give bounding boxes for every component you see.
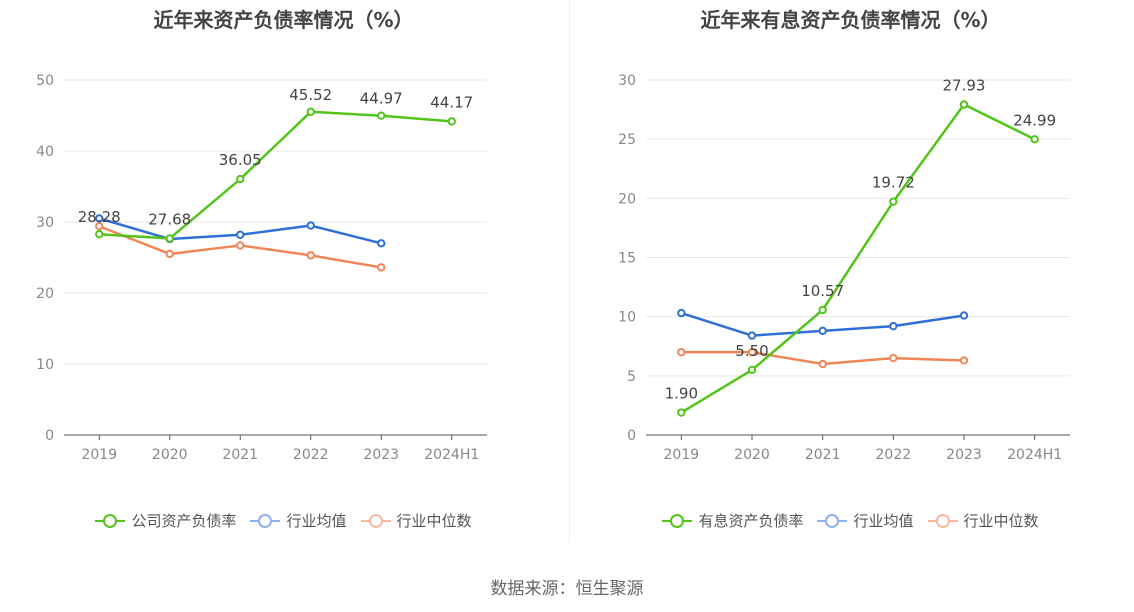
legend-marker-icon [927, 513, 958, 529]
series-line-0 [680, 103, 1036, 414]
data-label: 5.50 [735, 342, 768, 360]
legend-marker-icon [360, 513, 391, 529]
series-line-0 [99, 110, 452, 240]
legend-marker-icon [817, 513, 848, 529]
data-point [236, 174, 245, 184]
data-label: 28.28 [78, 208, 121, 226]
data-point [747, 347, 757, 357]
legend-label: 行业均值 [286, 512, 347, 530]
data-point [959, 356, 969, 365]
y-tick-label: 40 [36, 144, 54, 160]
data-label: 44.97 [360, 90, 403, 108]
y-tick-label: 15 [618, 251, 636, 267]
legend-item[interactable]: 有息资产负债率 [662, 510, 803, 531]
x-tick-label: 2024H1 [1007, 447, 1062, 463]
legend-marker-icon [662, 513, 693, 529]
y-tick-label: 5 [627, 369, 636, 385]
data-point [889, 321, 898, 331]
data-point [747, 365, 757, 375]
data-point [818, 359, 827, 369]
legend-label: 行业均值 [853, 512, 914, 530]
data-point [377, 263, 386, 272]
x-tick-label: 2021 [805, 447, 841, 463]
legend-label: 行业中位数 [396, 512, 472, 530]
x-tick-label: 2019 [664, 447, 700, 463]
legend-marker-icon [250, 513, 281, 529]
data-point [165, 249, 174, 259]
legend-left: 公司资产负债率 行业均值 行业中位数 [0, 510, 567, 531]
data-point [1030, 135, 1039, 144]
y-tick-label: 20 [36, 286, 54, 302]
data-label: 27.68 [148, 210, 191, 228]
data-label: 10.57 [801, 282, 844, 300]
legend-item[interactable]: 行业均值 [817, 510, 914, 531]
x-tick-label: 2023 [946, 447, 982, 463]
data-point [377, 239, 386, 248]
x-tick-label: 2021 [222, 447, 258, 463]
y-tick-label: 10 [36, 357, 54, 373]
y-tick-label: 20 [618, 191, 636, 207]
chart-title-left: 近年来资产负债率情况（%） [153, 8, 414, 32]
data-point [889, 353, 898, 363]
data-point [447, 117, 456, 126]
data-point [95, 230, 104, 239]
data-point [959, 311, 969, 320]
data-label: 45.52 [289, 86, 332, 104]
data-label: 44.17 [430, 93, 473, 111]
data-point [306, 251, 315, 260]
y-tick-label: 50 [36, 73, 54, 89]
legend-item[interactable]: 行业中位数 [360, 510, 472, 531]
data-label: 27.93 [943, 76, 986, 94]
x-tick-label: 2020 [734, 447, 770, 463]
data-point [236, 241, 245, 250]
chart-left: 近年来资产负债率情况（%） 0 10 20 30 40 50 2019 2020 2021 202… [0, 0, 567, 560]
legend-label: 行业中位数 [963, 512, 1039, 530]
data-source: 数据来源：恒生聚源 [490, 579, 644, 599]
data-point [306, 107, 315, 117]
chart-title-right: 近年来有息资产负债率情况（%） [700, 8, 1001, 32]
data-label: 24.99 [1013, 111, 1056, 129]
x-tick-label: 2022 [876, 447, 912, 463]
data-point [95, 214, 104, 223]
chart-right: 近年来有息资产负债率情况（%） 0 5 10 15 20 25 30 2019 2020 2021… [567, 0, 1134, 560]
data-point [889, 197, 898, 206]
x-tick-label: 2019 [81, 447, 117, 463]
y-tick-label: 30 [36, 215, 54, 231]
data-point [677, 308, 686, 318]
y-tick-label: 25 [618, 132, 636, 148]
legend-label: 公司资产负债率 [131, 512, 237, 530]
legend-label: 有息资产负债率 [698, 512, 804, 530]
data-point [818, 326, 827, 336]
data-point [236, 230, 245, 239]
data-point [165, 234, 174, 243]
x-tick-label: 2022 [293, 447, 329, 463]
legend-item[interactable]: 行业中位数 [927, 510, 1039, 531]
legend-right: 有息资产负债率 行业均值 行业中位数 [567, 510, 1134, 531]
y-tick-label: 30 [618, 73, 636, 89]
x-tick-label: 2020 [152, 447, 188, 463]
panel-divider [569, 0, 570, 542]
data-point [747, 331, 757, 340]
y-tick-label: 10 [618, 310, 636, 326]
data-point [677, 347, 686, 357]
legend-marker-icon [95, 513, 126, 529]
y-tick-label: 0 [627, 428, 636, 444]
data-point [818, 305, 827, 315]
data-point [377, 111, 386, 120]
y-tick-label: 0 [45, 428, 54, 444]
data-label: 19.72 [872, 174, 915, 192]
data-point [959, 100, 969, 109]
legend-item[interactable]: 公司资产负债率 [95, 510, 236, 531]
data-point [677, 408, 686, 417]
plot-right: 0 5 10 15 20 25 30 2019 2020 2021 2022 2023 2024H1 1.… [618, 73, 1070, 463]
legend-item[interactable]: 行业均值 [250, 510, 347, 531]
data-label: 36.05 [219, 151, 262, 169]
plot-left: 0 10 20 30 40 50 2019 2020 2021 2022 2023 2024H1 28.… [36, 73, 487, 463]
x-tick-label: 2023 [363, 447, 399, 463]
x-tick-label: 2024H1 [424, 447, 479, 463]
data-point [95, 222, 104, 231]
data-label: 1.90 [665, 385, 698, 403]
data-point [306, 221, 315, 230]
